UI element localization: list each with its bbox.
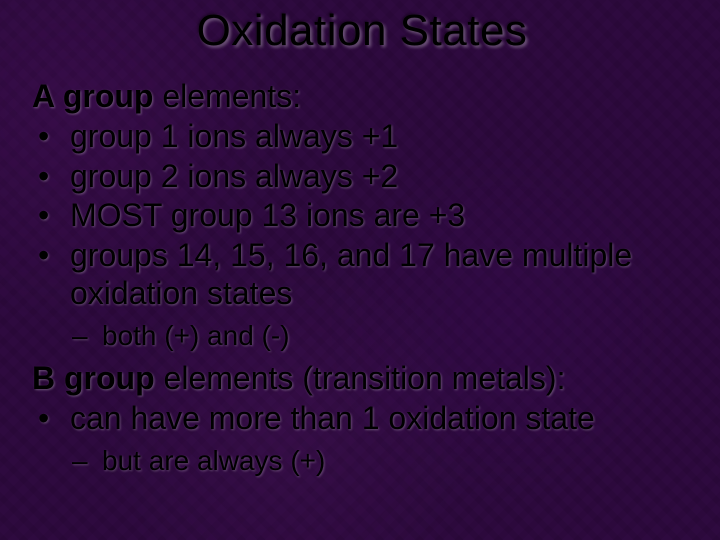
list-item: MOST group 13 ions are +3 — [32, 197, 692, 235]
section-b-heading: B group elements (transition metals): — [32, 360, 692, 398]
list-item: group 2 ions always +2 — [32, 158, 692, 196]
section-a-heading-bold: A group — [32, 78, 153, 114]
list-item: both (+) and (-) — [32, 319, 692, 353]
list-item: group 1 ions always +1 — [32, 118, 692, 156]
bullet-text: group 1 ions always +1 — [70, 118, 398, 154]
section-b-sub-bullets: but are always (+) — [32, 444, 692, 478]
section-a-bullets: group 1 ions always +1 group 2 ions alwa… — [32, 118, 692, 313]
bullet-text: group 2 ions always +2 — [70, 158, 398, 194]
bullet-text: can have more than 1 oxidation state — [70, 400, 595, 436]
sub-bullet-text: both (+) and (-) — [102, 320, 290, 351]
section-a-heading-rest: elements: — [153, 78, 301, 114]
section-b-bullets: can have more than 1 oxidation state — [32, 400, 692, 438]
bullet-text: MOST group 13 ions are +3 — [70, 197, 465, 233]
list-item: can have more than 1 oxidation state — [32, 400, 692, 438]
section-b-heading-rest: elements (transition metals): — [155, 360, 566, 396]
slide-title: Oxidation States — [32, 6, 692, 56]
sub-bullet-text: but are always (+) — [102, 445, 325, 476]
section-a-sub-bullets: both (+) and (-) — [32, 319, 692, 353]
slide-container: Oxidation States A group elements: group… — [0, 6, 720, 540]
bullet-text: groups 14, 15, 16, and 17 have multiple … — [70, 237, 632, 311]
list-item: groups 14, 15, 16, and 17 have multiple … — [32, 237, 692, 313]
section-b-heading-bold: B group — [32, 360, 155, 396]
list-item: but are always (+) — [32, 444, 692, 478]
section-a-heading: A group elements: — [32, 78, 692, 116]
